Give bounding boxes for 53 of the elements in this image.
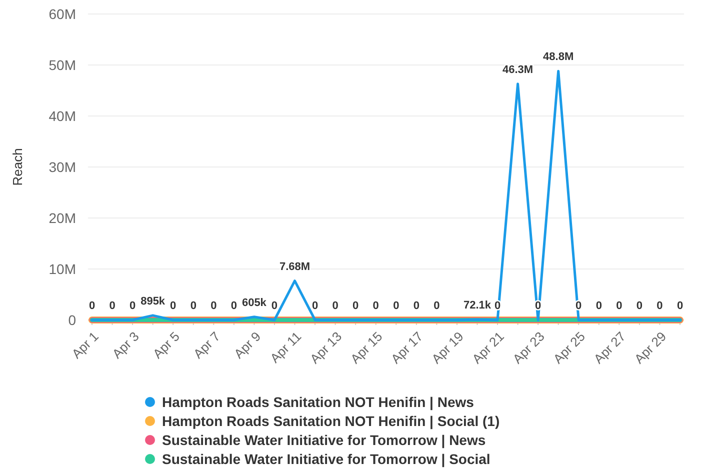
data-label: 0 bbox=[636, 300, 643, 312]
data-label: 0 bbox=[372, 300, 379, 312]
x-tick-label: Apr 9 bbox=[230, 328, 264, 362]
y-tick-label: 50M bbox=[48, 56, 76, 73]
data-label: 0 bbox=[352, 300, 359, 312]
legend-label: Sustainable Water Initiative for Tomorrow | Social bbox=[162, 450, 490, 468]
data-label: 48.8M bbox=[543, 51, 574, 64]
y-tick-label: 40M bbox=[48, 108, 76, 124]
data-label: 0 bbox=[170, 300, 176, 312]
data-label: 0 bbox=[312, 300, 318, 312]
data-label: 0 bbox=[434, 300, 440, 312]
data-label: 0 bbox=[88, 300, 96, 312]
data-label: 0 bbox=[271, 300, 278, 312]
x-tick-label: Apr 25 bbox=[550, 328, 588, 366]
data-label: 46.3M bbox=[502, 64, 534, 76]
legend-label: Hampton Roads Sanitation NOT Henifin | Social (1) bbox=[162, 412, 500, 430]
data-label: 0 bbox=[393, 300, 400, 312]
x-tick-label: Apr 11 bbox=[267, 328, 304, 366]
data-label: 0 bbox=[190, 300, 196, 312]
y-axis-title: Reach bbox=[10, 148, 25, 186]
data-label: 0 bbox=[230, 300, 237, 312]
data-label: 0 bbox=[656, 300, 663, 312]
x-tick-label: Apr 27 bbox=[590, 328, 629, 366]
x-tick-label: Apr 17 bbox=[388, 328, 426, 366]
data-label: 72.1k bbox=[463, 300, 492, 312]
y-tick-label: 20M bbox=[48, 210, 76, 226]
y-tick-label: 60M bbox=[48, 6, 76, 22]
x-tick-label: Apr 7 bbox=[190, 328, 223, 362]
data-label: 0 bbox=[676, 300, 684, 312]
data-label: 0 bbox=[413, 300, 420, 312]
data-label: 7.68M bbox=[279, 260, 310, 273]
legend-label: Hampton Roads Sanitation NOT Henifin | News bbox=[162, 394, 474, 411]
x-tick-label: Apr 5 bbox=[150, 328, 182, 362]
data-label: 605k bbox=[242, 296, 268, 309]
x-tick-label: Apr 29 bbox=[631, 328, 670, 366]
data-label: 0 bbox=[616, 300, 622, 312]
x-tick-label: Apr 3 bbox=[109, 328, 142, 362]
y-tick-label: 30M bbox=[48, 158, 76, 175]
y-tick-label: 10M bbox=[48, 260, 76, 277]
x-tick-label: Apr 13 bbox=[306, 328, 345, 366]
legend-label: Sustainable Water Initiative for Tomorrow | News bbox=[162, 432, 486, 449]
y-tick-label: 0 bbox=[68, 312, 76, 328]
data-label: 0 bbox=[210, 300, 217, 312]
data-label: 0 bbox=[129, 300, 136, 312]
x-tick-label: Apr 21 bbox=[469, 328, 507, 366]
x-tick-label: Apr 23 bbox=[510, 328, 548, 366]
x-tick-label: Apr 19 bbox=[428, 328, 466, 366]
data-label: 0 bbox=[596, 300, 602, 312]
x-tick-label: Apr 1 bbox=[68, 328, 102, 362]
x-tick-label: Apr 15 bbox=[348, 328, 386, 366]
data-label: 0 bbox=[332, 300, 338, 312]
data-label: 895k bbox=[140, 295, 166, 308]
data-label: 0 bbox=[109, 300, 116, 312]
